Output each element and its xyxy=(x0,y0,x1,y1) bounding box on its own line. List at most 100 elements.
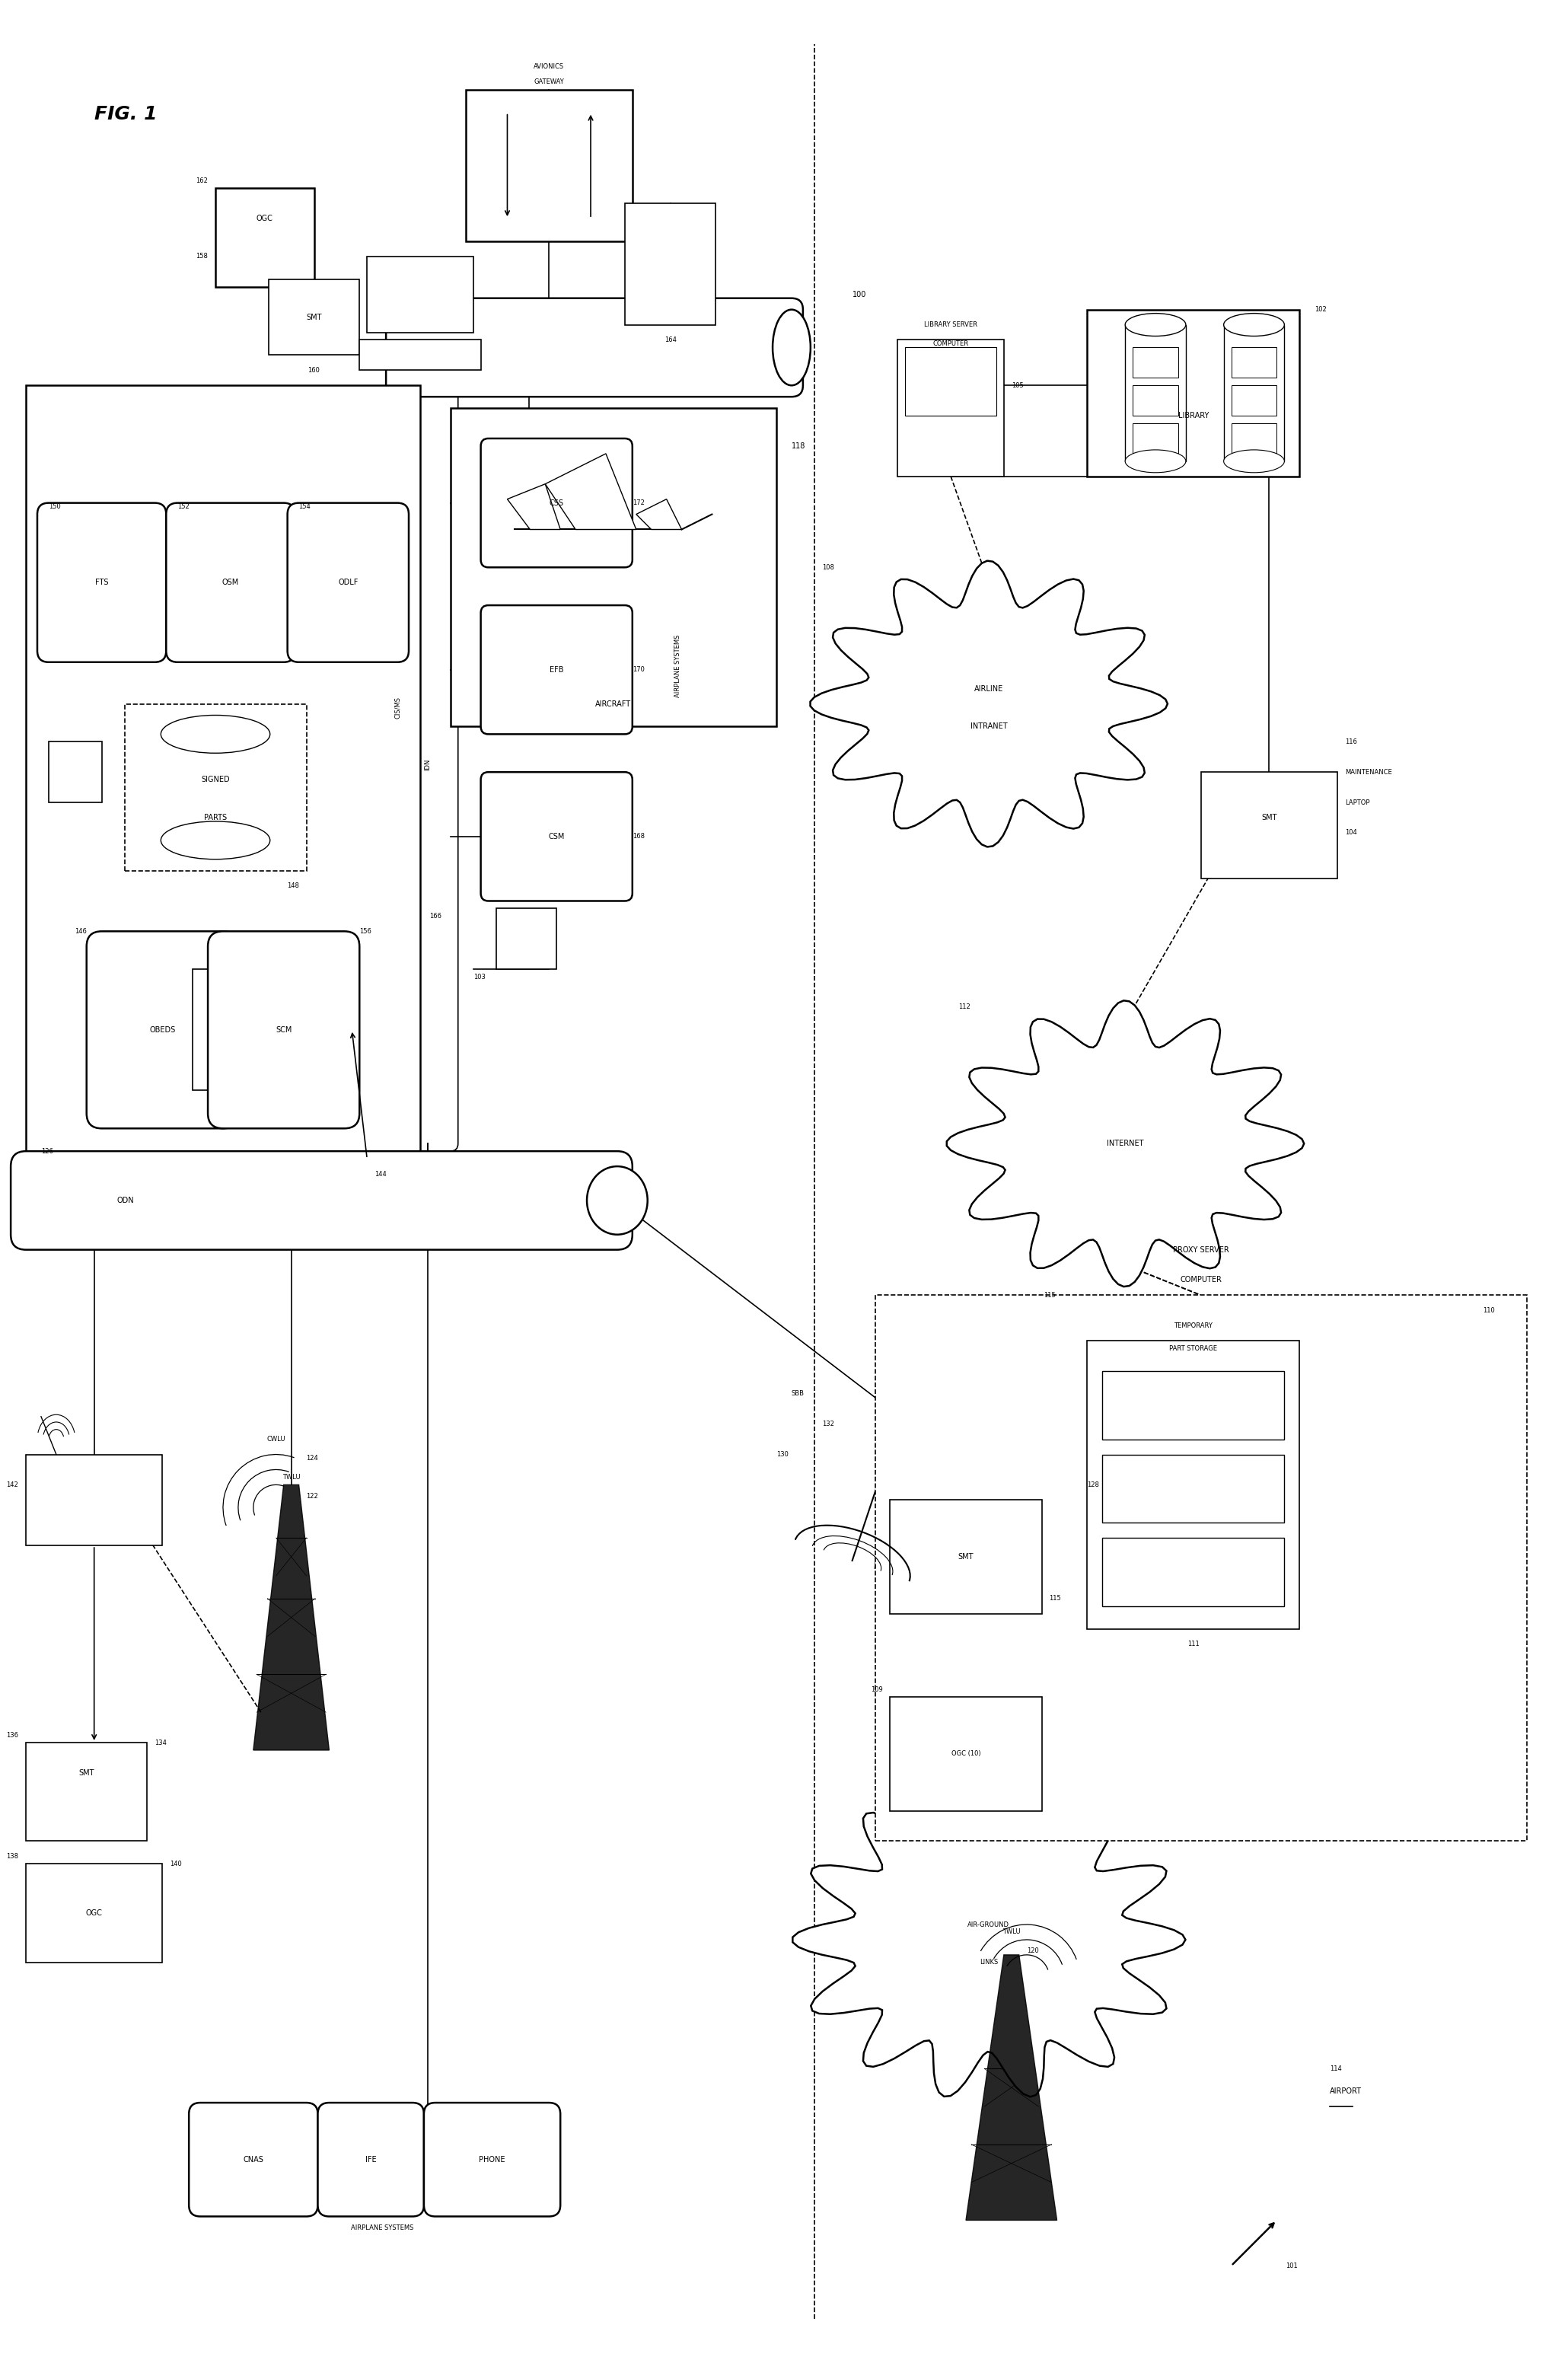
Text: AIRLINE: AIRLINE xyxy=(974,685,1004,692)
Text: AIRPORT: AIRPORT xyxy=(1330,2087,1361,2096)
FancyBboxPatch shape xyxy=(1223,324,1284,461)
Text: PARTS: PARTS xyxy=(204,813,227,822)
Text: 160: 160 xyxy=(307,366,320,373)
Text: COMPUTER: COMPUTER xyxy=(1181,1276,1221,1283)
Text: 148: 148 xyxy=(287,881,299,888)
Text: 111: 111 xyxy=(1187,1640,1200,1647)
FancyBboxPatch shape xyxy=(1231,423,1276,454)
FancyBboxPatch shape xyxy=(891,1697,1041,1810)
FancyBboxPatch shape xyxy=(287,503,409,662)
FancyBboxPatch shape xyxy=(49,742,102,803)
FancyBboxPatch shape xyxy=(481,605,632,735)
Text: TWLU: TWLU xyxy=(1002,1928,1021,1935)
FancyBboxPatch shape xyxy=(94,938,351,1120)
FancyBboxPatch shape xyxy=(1201,773,1338,879)
FancyBboxPatch shape xyxy=(318,2103,423,2216)
Text: CSS: CSS xyxy=(549,499,564,506)
Text: PART STORAGE: PART STORAGE xyxy=(1170,1345,1217,1352)
Ellipse shape xyxy=(1223,449,1284,473)
Text: EFB: EFB xyxy=(549,666,563,673)
FancyBboxPatch shape xyxy=(423,2103,560,2216)
Text: 158: 158 xyxy=(196,253,209,260)
Text: 136: 136 xyxy=(6,1732,19,1739)
FancyBboxPatch shape xyxy=(875,1295,1527,1841)
Text: 115: 115 xyxy=(1049,1595,1062,1602)
Text: SIGNED: SIGNED xyxy=(201,775,230,785)
Text: LIBRARY: LIBRARY xyxy=(1178,411,1209,421)
Text: FIG. 1: FIG. 1 xyxy=(94,104,157,123)
FancyBboxPatch shape xyxy=(898,1508,958,1538)
FancyBboxPatch shape xyxy=(1132,385,1178,416)
Text: CIS/MS: CIS/MS xyxy=(394,697,401,718)
Polygon shape xyxy=(546,454,637,529)
Text: 164: 164 xyxy=(665,336,676,343)
Text: OSM: OSM xyxy=(223,579,238,586)
Text: SMT: SMT xyxy=(78,1770,94,1777)
FancyBboxPatch shape xyxy=(386,298,803,397)
Text: 168: 168 xyxy=(632,834,644,839)
FancyBboxPatch shape xyxy=(38,503,166,662)
Text: 124: 124 xyxy=(306,1456,318,1463)
Text: LINKS: LINKS xyxy=(980,1959,997,1966)
Polygon shape xyxy=(637,499,682,529)
Text: OGC (10): OGC (10) xyxy=(952,1751,980,1758)
Text: ODLF: ODLF xyxy=(339,579,358,586)
Text: CWLU: CWLU xyxy=(267,1437,285,1444)
FancyBboxPatch shape xyxy=(27,1456,163,1545)
Text: 172: 172 xyxy=(632,499,644,506)
FancyBboxPatch shape xyxy=(268,279,359,354)
Text: 102: 102 xyxy=(1314,307,1327,312)
FancyBboxPatch shape xyxy=(215,189,314,286)
FancyBboxPatch shape xyxy=(209,931,359,1130)
Text: 104: 104 xyxy=(1345,829,1356,837)
FancyBboxPatch shape xyxy=(1132,347,1178,378)
FancyBboxPatch shape xyxy=(624,203,715,324)
Text: 118: 118 xyxy=(792,442,806,449)
Text: CSM: CSM xyxy=(549,832,564,841)
Text: OGC: OGC xyxy=(86,1909,102,1916)
Text: 100: 100 xyxy=(853,291,866,298)
FancyBboxPatch shape xyxy=(359,340,481,371)
Ellipse shape xyxy=(1126,449,1185,473)
Text: 114: 114 xyxy=(1330,2065,1342,2072)
Text: AVIONICS: AVIONICS xyxy=(533,64,564,71)
Text: PROXY SERVER: PROXY SERVER xyxy=(1173,1245,1229,1252)
Text: 101: 101 xyxy=(1286,2261,1298,2268)
FancyBboxPatch shape xyxy=(466,90,632,241)
Text: PHONE: PHONE xyxy=(478,2155,505,2165)
Ellipse shape xyxy=(586,1167,648,1233)
Text: SMT: SMT xyxy=(306,314,321,321)
Text: 154: 154 xyxy=(299,503,310,510)
Text: LIBRARY SERVER: LIBRARY SERVER xyxy=(924,321,977,328)
Ellipse shape xyxy=(1223,314,1284,336)
FancyBboxPatch shape xyxy=(27,385,420,1182)
Polygon shape xyxy=(947,1000,1305,1285)
FancyBboxPatch shape xyxy=(27,1742,147,1841)
Text: AIRPLANE SYSTEMS: AIRPLANE SYSTEMS xyxy=(674,636,681,697)
FancyBboxPatch shape xyxy=(481,440,632,567)
FancyBboxPatch shape xyxy=(27,1864,163,1961)
Text: OGC: OGC xyxy=(257,215,273,222)
Ellipse shape xyxy=(162,716,270,754)
Text: 150: 150 xyxy=(49,503,61,510)
FancyBboxPatch shape xyxy=(1231,347,1276,378)
FancyBboxPatch shape xyxy=(1102,1371,1284,1439)
Text: INTRANET: INTRANET xyxy=(971,723,1007,730)
Text: AIR-GROUND: AIR-GROUND xyxy=(967,1921,1010,1928)
FancyBboxPatch shape xyxy=(898,340,1004,477)
FancyBboxPatch shape xyxy=(193,969,238,1089)
Text: MAINTENANCE: MAINTENANCE xyxy=(1345,768,1392,775)
FancyBboxPatch shape xyxy=(124,704,306,870)
Text: 116: 116 xyxy=(1345,737,1356,744)
Text: 170: 170 xyxy=(632,666,644,673)
Text: 120: 120 xyxy=(1027,1947,1038,1954)
Text: 122: 122 xyxy=(306,1493,318,1501)
Ellipse shape xyxy=(162,822,270,860)
Text: 134: 134 xyxy=(155,1739,166,1746)
FancyBboxPatch shape xyxy=(905,347,996,416)
Text: 166: 166 xyxy=(430,912,441,919)
FancyBboxPatch shape xyxy=(1019,1508,1080,1538)
FancyBboxPatch shape xyxy=(1231,385,1276,416)
FancyBboxPatch shape xyxy=(397,378,458,1151)
Text: CNAS: CNAS xyxy=(243,2155,263,2165)
